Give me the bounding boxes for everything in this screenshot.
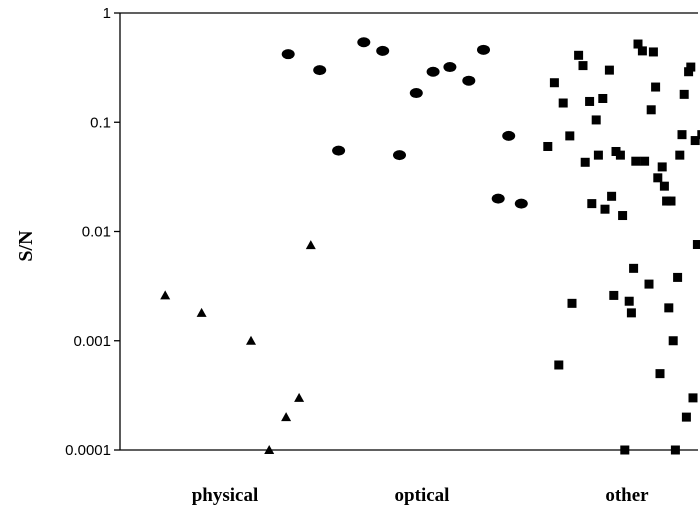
point-square (688, 393, 698, 403)
point-square (659, 181, 669, 191)
point-triangle (281, 412, 292, 422)
point-square (666, 196, 676, 206)
point-triangle (264, 445, 275, 454)
y-tick-label: 0.1 (90, 114, 111, 131)
point-square (587, 199, 597, 209)
point-circle (332, 145, 346, 156)
point-square (629, 263, 639, 273)
point-square (675, 150, 685, 160)
point-square (633, 39, 643, 49)
y-tick-label: 0.01 (82, 224, 111, 241)
point-square (598, 93, 608, 103)
point-circle (443, 62, 457, 73)
point-square (655, 369, 665, 379)
category-label-other: other (605, 485, 649, 506)
point-square (686, 62, 696, 72)
point-square (644, 279, 654, 289)
point-circle (514, 198, 528, 209)
point-square (585, 96, 595, 106)
point-circle (313, 65, 327, 76)
point-square (578, 61, 588, 71)
point-square (626, 308, 636, 318)
point-square (618, 211, 628, 221)
point-square (604, 65, 614, 75)
point-circle (426, 66, 440, 77)
category-labels: physical optical other (192, 485, 649, 506)
point-square (567, 298, 577, 308)
point-circle (491, 193, 505, 204)
point-square (609, 290, 619, 300)
point-square (653, 173, 663, 183)
point-square (668, 336, 678, 346)
data-points (160, 37, 700, 455)
point-square (679, 89, 689, 99)
point-circle (477, 44, 490, 55)
point-square (565, 131, 575, 141)
point-square (677, 130, 687, 140)
point-square (615, 150, 625, 160)
point-triangle (196, 307, 207, 317)
y-axis-ticks: 1 0.1 0.01 0.001 0.0001 (65, 5, 120, 459)
y-tick-label: 0.001 (73, 333, 111, 350)
point-square (600, 204, 610, 214)
point-square (558, 98, 568, 108)
point-square (640, 156, 650, 166)
point-square (692, 240, 700, 250)
y-axis-title: S/N (15, 230, 37, 262)
point-square (690, 136, 700, 146)
point-square (624, 296, 634, 306)
point-square (549, 78, 559, 88)
point-triangle (246, 335, 256, 345)
point-square (664, 303, 674, 313)
axes (119, 12, 698, 451)
point-square (554, 360, 564, 370)
point-square (543, 141, 553, 151)
point-square (646, 105, 656, 115)
category-label-physical: physical (192, 485, 259, 506)
point-square (593, 150, 603, 160)
point-circle (462, 75, 476, 86)
point-circle (409, 88, 423, 99)
point-square (574, 50, 584, 60)
point-square (684, 67, 694, 77)
y-tick-label: 1 (103, 5, 111, 22)
point-square (580, 157, 590, 167)
point-triangle (160, 290, 171, 300)
point-square (607, 191, 617, 201)
point-circle (357, 37, 371, 48)
point-circle (502, 130, 516, 141)
point-square (648, 47, 658, 57)
point-square (591, 115, 601, 125)
point-square (697, 130, 700, 140)
point-circle (376, 45, 390, 56)
point-square (631, 156, 641, 166)
point-square (651, 82, 661, 92)
point-square (620, 445, 630, 455)
point-circle (281, 49, 295, 60)
point-triangle (294, 392, 305, 402)
point-triangle (305, 240, 316, 250)
category-label-optical: optical (395, 485, 450, 506)
point-square (637, 46, 647, 56)
point-circle (393, 150, 406, 161)
y-tick-label: 0.0001 (65, 442, 111, 459)
point-square (670, 445, 680, 455)
point-square (673, 272, 683, 282)
point-square (681, 412, 691, 422)
point-square (657, 162, 667, 172)
